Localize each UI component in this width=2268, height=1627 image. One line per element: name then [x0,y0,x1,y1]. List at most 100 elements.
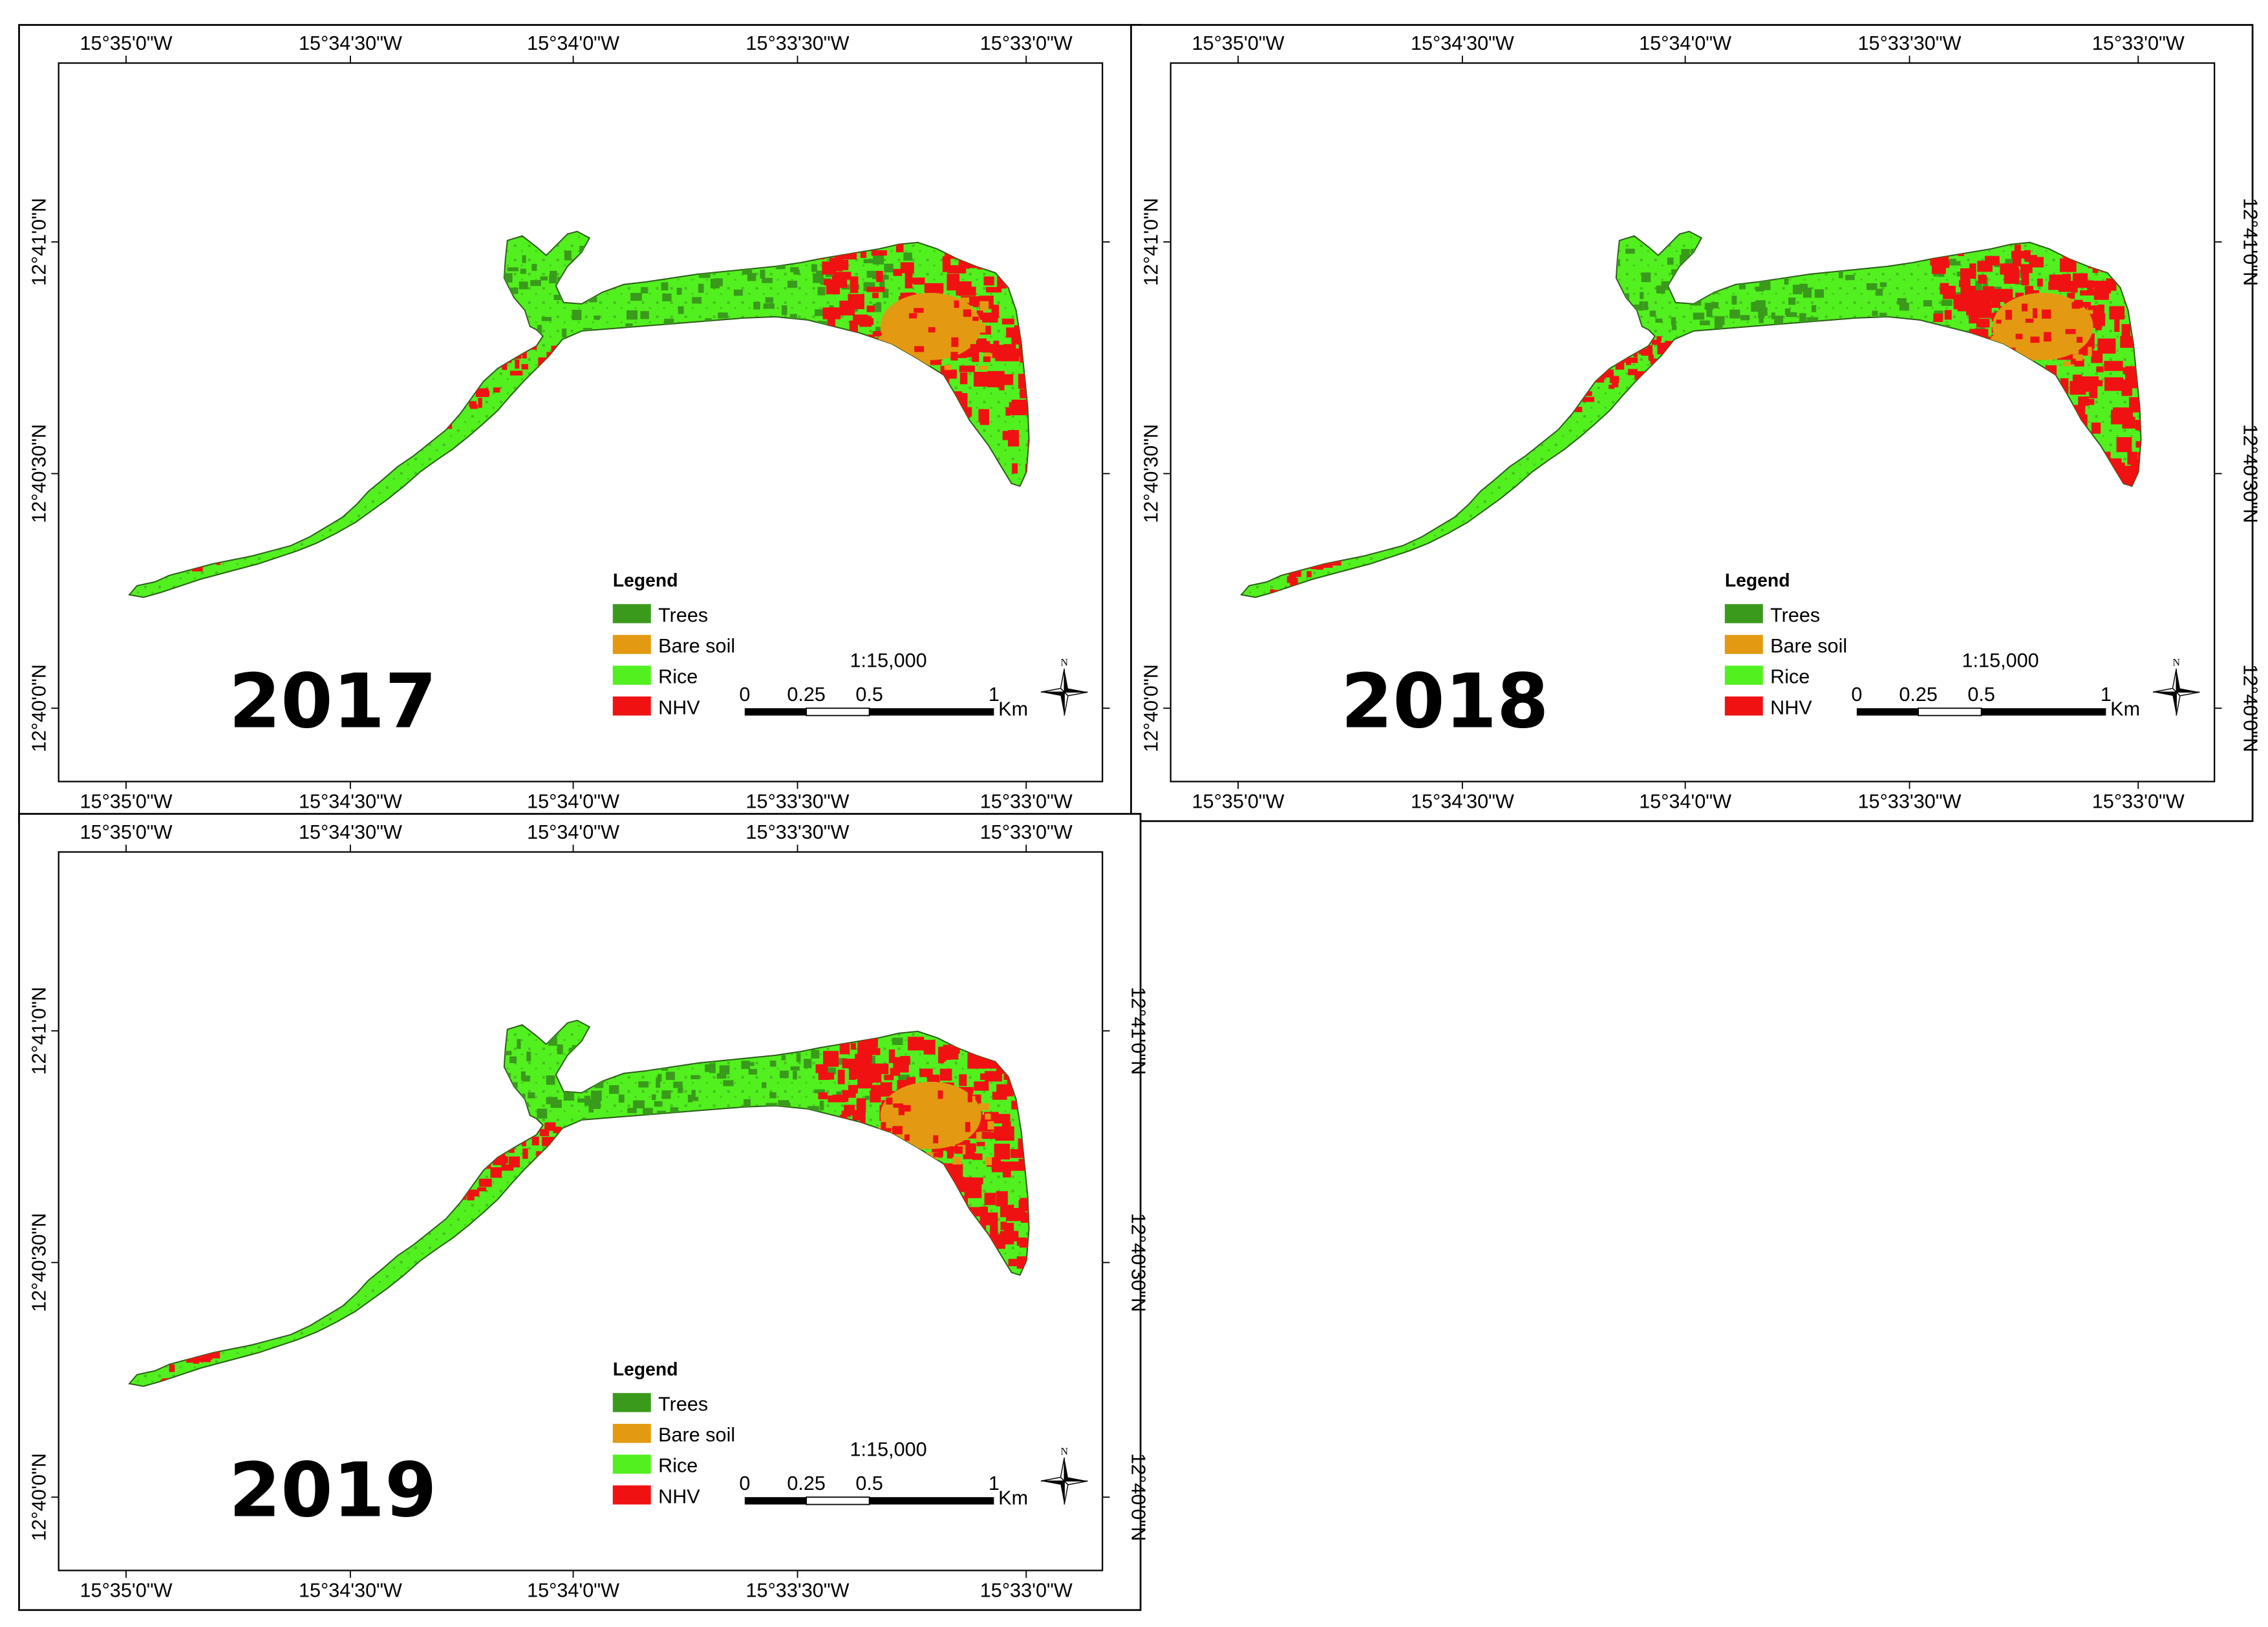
trees-patch [546,1075,555,1085]
trees-patch [1975,281,1982,291]
nhv-patch [880,1082,892,1097]
mixed-patch [921,358,928,363]
map-panel-2017: 15°35'0"W 15°35'0"W 15°34'30"W 15°34'30"W 15… [18,24,1150,823]
nhv-patch [1020,1198,1029,1203]
legend-title: Legend [613,1359,678,1380]
nhv-patch [531,1136,539,1146]
lon-label-bottom: 15°34'0"W [527,1579,619,1601]
nhv-patch [947,1149,954,1159]
nhv-patch [1584,391,1592,396]
trees-patch [627,1108,637,1114]
nhv-patch [2089,281,2108,288]
nhv-patch [837,1070,845,1084]
trees-patch [537,325,542,335]
nhv-patch [2088,398,2095,405]
mixed-patch [2029,353,2036,359]
nhv-patch [2014,244,2021,256]
trees-patch [1759,318,1764,323]
trees-patch [577,1098,586,1103]
legend-label-nhv: NHV [658,696,700,718]
trees-patch [1625,248,1635,254]
mixed-patch [959,298,965,308]
trees-patch [519,281,528,290]
legend-swatch-bare-soil [1724,634,1763,654]
nhv-patch [2024,250,2031,259]
nhv-patch [501,1164,514,1171]
mixed-patch [2005,310,2012,320]
mixed-patch [2044,332,2051,342]
nhv-patch [2037,278,2043,287]
trees-patch [804,1059,812,1068]
scale-bar: 1:15,000 0 0.25 0.5 1Km [739,1439,1028,1509]
trees-patch [1806,317,1819,325]
mixed-patch [2074,359,2084,367]
trees-patch [522,1075,530,1082]
legend-swatch-rice [612,1454,651,1474]
legend-label-rice: Rice [658,1455,698,1477]
nhv-patch [1000,1222,1007,1231]
legend-swatch-trees [1724,604,1763,623]
nhv-patch [1609,385,1615,389]
nhv-patch [859,1112,866,1124]
trees-patch [1740,315,1750,321]
trees-patch [892,1037,903,1046]
nhv-patch [2091,422,2101,434]
trees-patch [787,281,798,288]
scale-segment [744,1497,807,1505]
trees-patch [690,1075,700,1079]
nhv-patch [2084,385,2093,392]
trees-patch [1876,288,1883,296]
north-label: N [2172,657,2180,668]
trees-patch [2015,280,2027,285]
trees-patch [1714,316,1725,325]
lon-label-bottom: 15°33'30"W [746,790,850,812]
legend-label-trees: Trees [658,604,708,626]
nhv-patch [478,1178,492,1187]
nhv-patch [1012,1259,1029,1266]
trees-patch [835,1058,847,1065]
trees-patch [522,255,526,263]
trees-patch [658,1073,662,1082]
mixed-patch [891,336,899,345]
nhv-patch [482,390,490,397]
nhv-patch [824,1072,835,1080]
trees-patch [790,1066,800,1071]
mixed-patch [932,1123,939,1134]
scale-label: 0.25 [787,1472,826,1494]
mixed-patch [965,1122,970,1132]
nhv-patch [2135,441,2141,448]
mixed-patch [937,1090,943,1099]
nhv-patch [2119,467,2136,482]
nhv-patch [2072,273,2088,288]
mixed-patch [978,365,988,370]
trees-patch [1706,308,1713,318]
nhv-patch [893,1067,901,1073]
nhv-patch [1001,318,1014,325]
scale-segment [1856,708,1919,716]
mixed-patch [2020,297,2029,303]
scale-ratio: 1:15,000 [850,650,927,672]
map-frame [58,851,1104,1571]
nhv-patch [860,1042,877,1054]
nhv-patch [502,360,508,371]
north-label: N [1060,657,1068,668]
trees-patch [734,289,743,296]
mixed-patch [956,1114,965,1119]
trees-patch [879,279,885,289]
nhv-patch [542,1141,550,1147]
trees-patch [775,263,786,270]
nhv-patch [888,1049,895,1063]
nhv-patch [994,1114,1011,1124]
nhv-patch [924,283,944,293]
mixed-patch [929,303,936,310]
mixed-patch [2025,318,2034,323]
mixed-patch [893,1103,904,1108]
nhv-patch [1002,1161,1011,1178]
nhv-patch [2092,380,2103,387]
trees-patch [633,1100,645,1108]
scale-unit: Km [2110,698,2140,720]
mixed-patch [985,1157,992,1165]
trees-patch [1671,325,1677,330]
mixed-patch [979,301,989,311]
lon-label-bottom: 15°33'30"W [1858,790,1962,812]
